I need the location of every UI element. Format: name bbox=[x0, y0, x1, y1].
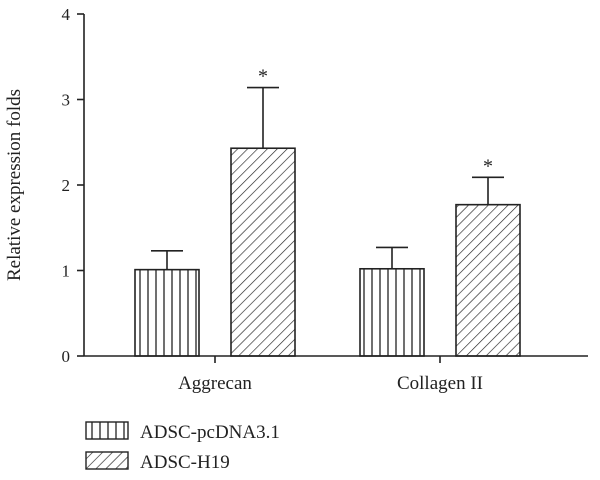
category-label: Aggrecan bbox=[178, 373, 252, 394]
y-tick-label: 0 bbox=[62, 347, 71, 366]
y-axis-title: Relative expression folds bbox=[4, 89, 25, 281]
legend: ADSC-pcDNA3.1 ADSC-H19 bbox=[85, 421, 280, 473]
bar-diagonal-hatch bbox=[455, 203, 521, 357]
bar-vertical-lines bbox=[134, 268, 200, 357]
legend-swatch bbox=[85, 451, 129, 470]
y-tick-label: 1 bbox=[62, 262, 71, 281]
significance-marker: * bbox=[483, 155, 493, 177]
plot-area: Relative expression folds 0 1 2 3 4 Aggrecan * C… bbox=[4, 5, 588, 394]
bar-vertical-lines bbox=[359, 267, 425, 357]
bar-diagonal-hatch bbox=[230, 147, 296, 357]
legend-swatch bbox=[85, 421, 129, 440]
y-tick-label: 3 bbox=[62, 91, 71, 110]
y-tick-label: 4 bbox=[62, 5, 71, 24]
legend-label: ADSC-pcDNA3.1 bbox=[140, 422, 280, 443]
category-label: Collagen II bbox=[397, 373, 483, 394]
legend-label: ADSC-H19 bbox=[140, 452, 230, 473]
significance-marker: * bbox=[258, 66, 268, 88]
y-tick-label: 2 bbox=[62, 176, 71, 195]
